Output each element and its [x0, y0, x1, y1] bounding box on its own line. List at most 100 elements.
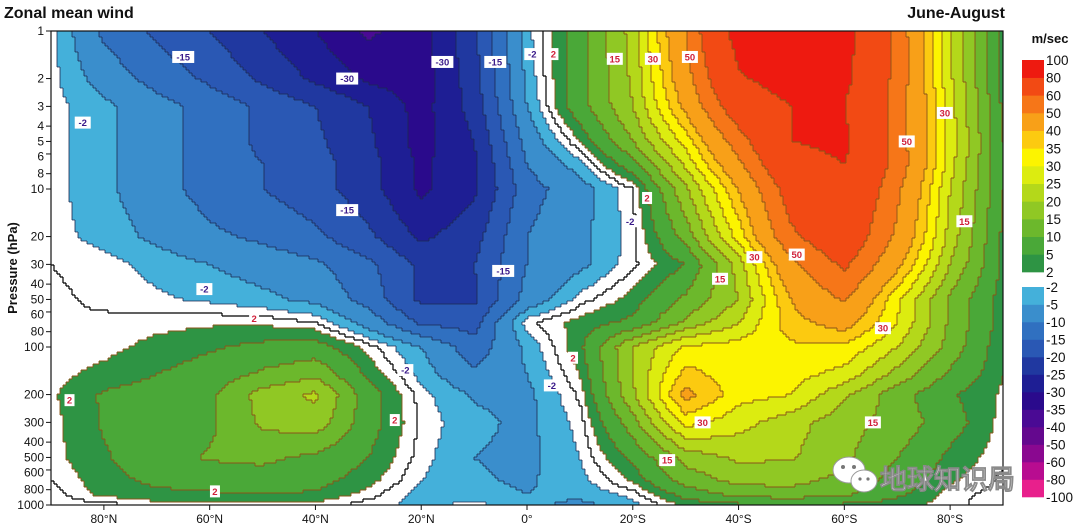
contour-fill-cell — [96, 397, 217, 401]
contour-fill-cell — [813, 244, 865, 248]
contour-fill-cell — [942, 454, 982, 458]
contour-fill-cell — [966, 100, 979, 104]
contour-fill-cell — [477, 184, 496, 188]
contour-fill-cell — [486, 313, 505, 317]
contour-fill-cell — [423, 478, 499, 482]
contour-label-box — [694, 416, 711, 429]
contour-fill-cell — [414, 280, 478, 284]
contour-fill-cell — [648, 190, 661, 194]
contour-fill-cell — [987, 220, 1003, 224]
contour-fill-cell — [558, 157, 580, 161]
contour-fill-cell — [525, 328, 568, 332]
contour-fill-cell — [924, 55, 934, 59]
contour-fill-cell — [993, 295, 1004, 299]
contour-fill-cell — [540, 349, 568, 353]
contour-fill-cell — [516, 316, 529, 320]
contour-fill-cell — [51, 82, 61, 86]
contour-fill-cell — [927, 118, 937, 122]
contour-fill-cell — [654, 403, 667, 407]
contour-fill-cell — [933, 49, 943, 53]
contour-fill-cell — [984, 244, 1000, 248]
contour-fill-cell — [792, 112, 847, 116]
contour-fill-cell — [723, 493, 853, 497]
contour-fill-cell — [882, 178, 904, 182]
contour-fill-cell — [75, 229, 136, 233]
contour-fill-cell — [915, 400, 961, 404]
contour-fill-cell — [903, 280, 916, 284]
contour-fill-cell — [231, 55, 286, 59]
contour-label: 2 — [209, 485, 220, 498]
contour-fill-cell — [687, 244, 700, 248]
contour-fill-cell — [786, 205, 877, 209]
contour-fill-cell — [660, 43, 670, 47]
contour-fill-cell — [912, 265, 925, 269]
contour-fill-cell — [996, 412, 1004, 416]
contour-fill-cell — [576, 136, 589, 140]
contour-fill-cell — [849, 130, 889, 134]
contour-fill-cell — [852, 67, 892, 71]
contour-fill-cell — [240, 64, 295, 68]
contour-fill-cell — [585, 343, 604, 347]
contour-fill-cell — [771, 256, 790, 260]
contour-fill-cell — [111, 451, 205, 455]
contour-fill-cell — [936, 103, 946, 107]
contour-fill-cell — [924, 88, 937, 92]
contour-fill-cell — [990, 433, 1004, 437]
contour-fill-cell — [567, 73, 589, 77]
contour-fill-cell — [642, 166, 658, 170]
contour-fill-cell — [477, 301, 496, 305]
contour-fill-cell — [588, 34, 607, 38]
contour-fill-cell — [894, 289, 910, 293]
contour-fill-cell — [438, 373, 529, 377]
contour-fill-cell — [945, 337, 967, 341]
y-axis: 1234568102030405060801002003004005006008… — [17, 24, 51, 512]
contour-fill-cell — [675, 352, 859, 356]
contour-fill-cell — [738, 214, 748, 218]
contour-fill-cell — [903, 181, 922, 185]
contour-fill-cell — [930, 196, 940, 200]
contour-fill-cell — [867, 367, 895, 371]
contour-fill-cell — [483, 94, 496, 98]
contour-fill-cell — [510, 70, 526, 74]
contour-fill-cell — [900, 382, 934, 386]
contour-fill-cell — [432, 337, 496, 341]
contour-fill-cell — [414, 487, 517, 491]
contour-fill-cell — [804, 379, 850, 383]
contour-fill-cell — [591, 109, 616, 113]
contour-lines — [51, 31, 1003, 505]
contour-fill-cell — [75, 49, 112, 53]
contour-fill-cell — [915, 229, 928, 233]
contour-fill-cell — [357, 466, 391, 470]
contour-fill-cell — [960, 277, 979, 281]
contour-fill-cell — [420, 334, 496, 338]
contour-fill-cell — [747, 283, 760, 287]
contour-fill-cell — [732, 43, 856, 47]
contour-fill-cell — [858, 445, 907, 449]
contour-fill-cell — [474, 262, 502, 266]
contour-fill-cell — [918, 214, 928, 218]
contour-fill-cell — [702, 34, 730, 38]
contour-fill-cell — [975, 199, 991, 203]
contour-fill-cell — [375, 145, 409, 149]
contour-fill-cell — [327, 139, 376, 143]
contour-fill-cell — [648, 196, 664, 200]
contour-fill-cell — [987, 79, 1000, 83]
contour-fill-cell — [648, 388, 661, 392]
contour-fill-cell — [402, 403, 436, 407]
contour-fill-cell — [939, 211, 949, 215]
contour-fill-cell — [516, 115, 532, 119]
contour-fill-cell — [60, 412, 100, 416]
contour-fill-cell — [888, 124, 907, 128]
contour-fill-cell — [849, 136, 889, 140]
contour-fill-cell — [237, 304, 322, 308]
contour-fill-cell — [678, 157, 691, 161]
contour-fill-cell — [633, 337, 658, 341]
contour-fill-cell — [465, 118, 487, 122]
contour-fill-cell — [930, 187, 940, 191]
contour-fill-cell — [852, 493, 907, 497]
contour-fill-cell — [498, 109, 514, 113]
contour-fill-cell — [711, 295, 739, 299]
contour-fill-cell — [960, 391, 1000, 395]
contour-fill-cell — [225, 271, 334, 275]
contour-fill-cell — [711, 79, 754, 83]
